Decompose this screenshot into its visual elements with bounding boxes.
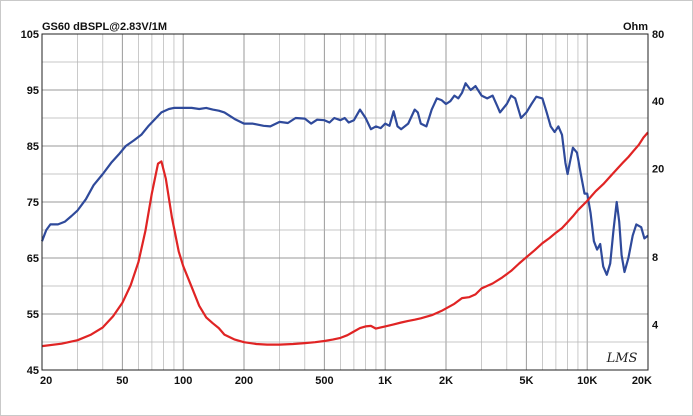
x-tick-label: 20K	[632, 375, 652, 387]
spl-curve	[40, 82, 649, 276]
y-tick-label: 105	[21, 29, 39, 41]
y2-tick-label: 80	[652, 29, 664, 41]
x-tick-label: 100	[174, 375, 192, 387]
grid	[41, 33, 649, 371]
x-tick-labels: 20 50 100 200 500 1K 2K 5K 10K 20K	[40, 375, 652, 387]
right-axis-unit: Ohm	[623, 21, 648, 33]
y2-tick-label: 4	[652, 319, 659, 331]
x-tick-label: 2K	[439, 375, 453, 387]
x-tick-label: 500	[315, 375, 333, 387]
x-tick-label: 1K	[378, 375, 392, 387]
y-tick-label: 55	[27, 309, 39, 321]
x-tick-label: 200	[235, 375, 253, 387]
y2-tick-labels: 4 8 20 40 80	[652, 29, 664, 331]
impedance-curve	[41, 131, 649, 348]
y-tick-label: 65	[27, 253, 39, 265]
x-tick-label: 20	[40, 375, 52, 387]
plot-border	[41, 33, 649, 371]
y-tick-label: 45	[27, 365, 39, 377]
x-tick-label: 50	[116, 375, 128, 387]
lms-watermark: LMS	[606, 351, 638, 366]
y-tick-label: 95	[27, 85, 39, 97]
y-tick-label: 75	[27, 197, 39, 209]
series-group	[40, 82, 649, 348]
y2-tick-label: 40	[652, 96, 664, 108]
y-tick-label: 85	[27, 141, 39, 153]
x-tick-label: 5K	[519, 375, 533, 387]
y-tick-labels: 45 55 65 75 85 95 105	[21, 29, 39, 377]
y2-tick-label: 20	[652, 163, 664, 175]
y2-tick-label: 8	[652, 252, 658, 264]
x-tick-label: 10K	[577, 375, 597, 387]
chart-title: GS60 dBSPL@2.83V/1M	[42, 21, 167, 33]
